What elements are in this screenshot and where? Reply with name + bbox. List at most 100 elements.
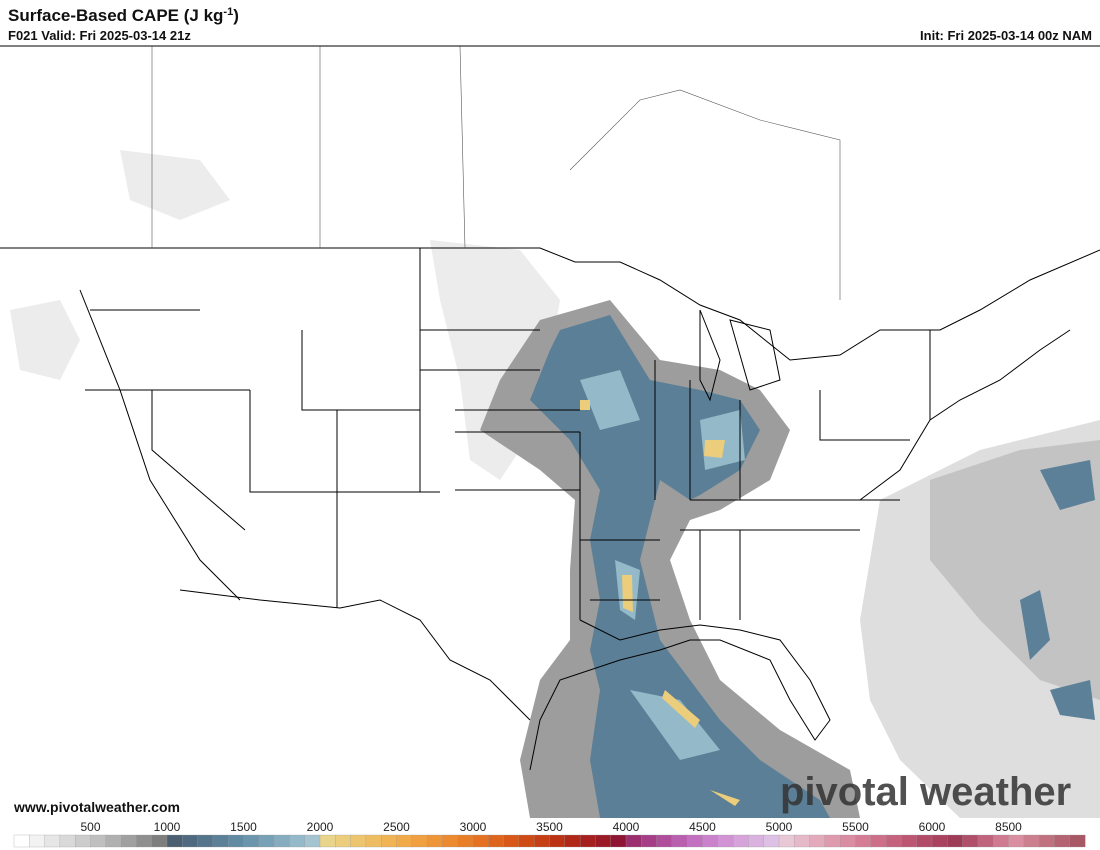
colorbar-swatch (472, 834, 489, 848)
colorbar-swatch (901, 834, 918, 848)
colorbar-label: 4500 (689, 820, 716, 834)
colorbar-swatch (748, 834, 765, 848)
title: Surface-Based CAPE (J kg-1) (8, 6, 239, 25)
colorbar-swatch (962, 834, 979, 848)
colorbar-swatch (1054, 834, 1071, 848)
colorbar-swatch (335, 834, 352, 848)
colorbar-swatch (809, 834, 826, 848)
colorbar-swatch (564, 834, 581, 848)
gulf-coast (529, 619, 831, 771)
province-lines (151, 45, 841, 300)
colorbar-swatch (840, 834, 856, 848)
colorbar-swatch (732, 834, 749, 848)
colorbar-swatch (687, 834, 703, 848)
colorbar-label: 6000 (919, 820, 946, 834)
colorbar-swatch (916, 834, 933, 848)
colorbar: 500 1000 1500 2000 2500 3000 3500 4000 4500 5000 5… (13, 820, 1086, 848)
colorbar-swatch (105, 834, 122, 848)
title-end: ) (233, 6, 239, 25)
colorbar-swatch (258, 834, 275, 848)
colorbar-swatch (457, 834, 474, 848)
colorbar-swatch (381, 834, 397, 848)
colorbar-swatch (549, 834, 566, 848)
title-superscript: -1 (223, 6, 233, 18)
colorbar-swatch (90, 834, 107, 848)
colorbar-swatch (794, 834, 811, 848)
colorbar-swatch (120, 834, 137, 848)
colorbar-swatch (778, 834, 795, 848)
map: pivotal weather www.pivotalweather.com (0, 45, 1100, 818)
colorbar-swatch (197, 834, 214, 848)
colorbar-swatch (656, 834, 673, 848)
colorbar-swatch (579, 834, 596, 848)
website: www.pivotalweather.com (13, 799, 180, 815)
cape-low (10, 150, 560, 480)
colorbar-swatch (44, 834, 61, 848)
colorbar-label: 500 (80, 820, 100, 834)
colorbar-swatch (488, 834, 505, 848)
state-lines (79, 248, 931, 620)
colorbar-swatch (59, 834, 76, 848)
colorbar-swatch (1023, 834, 1040, 848)
cape-high (580, 400, 740, 806)
title-main: Surface-Based CAPE (J kg (8, 6, 223, 25)
colorbar-swatch (1038, 834, 1055, 848)
colorbar-swatch (518, 834, 535, 848)
colorbar-swatch (319, 834, 336, 848)
colorbar-swatch (243, 834, 260, 848)
colorbar-label: 3500 (536, 820, 563, 834)
colorbar-label: 2500 (383, 820, 410, 834)
colorbar-label: 4000 (613, 820, 640, 834)
colorbar-swatch (993, 834, 1009, 848)
colorbar-swatch (75, 834, 91, 848)
colorbar-label: 2000 (307, 820, 334, 834)
colorbar-label: 8500 (995, 820, 1022, 834)
colorbar-swatch (411, 834, 428, 848)
colorbar-swatch (350, 834, 367, 848)
colorbar-swatch (442, 834, 459, 848)
colorbar-swatch (304, 834, 321, 848)
colorbar-swatch (29, 834, 46, 848)
colorbar-swatch (824, 834, 841, 848)
colorbar-swatch (1069, 834, 1086, 848)
cape-core-light (580, 370, 745, 760)
colorbar-swatch (151, 834, 168, 848)
colorbar-swatch (273, 834, 290, 848)
valid-time: F021 Valid: Fri 2025-03-14 21z (8, 28, 191, 43)
colorbar-label: 5500 (842, 820, 869, 834)
colorbar-swatch (136, 834, 153, 848)
colorbar-swatch (1008, 834, 1025, 848)
colorbar-swatch (977, 834, 994, 848)
colorbar-swatch (365, 834, 382, 848)
colorbar-swatch (610, 834, 627, 848)
east-coast (859, 329, 1071, 501)
cape-core (530, 315, 830, 818)
cape-core-atlantic (1020, 460, 1095, 720)
colorbar-swatch (763, 834, 780, 848)
great-lakes (699, 309, 781, 402)
colorbar-swatch (595, 834, 612, 848)
colorbar-swatch (166, 834, 183, 848)
colorbar-swatch (885, 834, 902, 848)
colorbar-label: 1000 (154, 820, 181, 834)
colorbar-swatch (947, 834, 964, 848)
init-time: Init: Fri 2025-03-14 00z NAM (920, 28, 1092, 43)
colorbar-swatch (426, 834, 443, 848)
border-us-canada (0, 247, 1100, 361)
colorbar-swatch (503, 834, 520, 848)
colorbar-swatch (289, 834, 306, 848)
colorbar-label: 5000 (766, 820, 793, 834)
colorbar-label: 3000 (460, 820, 487, 834)
colorbar-swatch (212, 834, 229, 848)
colorbar-label: 1500 (230, 820, 257, 834)
colorbar-swatch (228, 834, 244, 848)
colorbar-swatch (641, 834, 658, 848)
colorbar-swatch (855, 834, 872, 848)
border-us-mexico (179, 589, 531, 721)
colorbar-swatch (625, 834, 642, 848)
colorbar-swatch (671, 834, 688, 848)
colorbar-swatch (182, 834, 199, 848)
colorbar-swatch (717, 834, 734, 848)
colorbar-swatch (534, 834, 550, 848)
